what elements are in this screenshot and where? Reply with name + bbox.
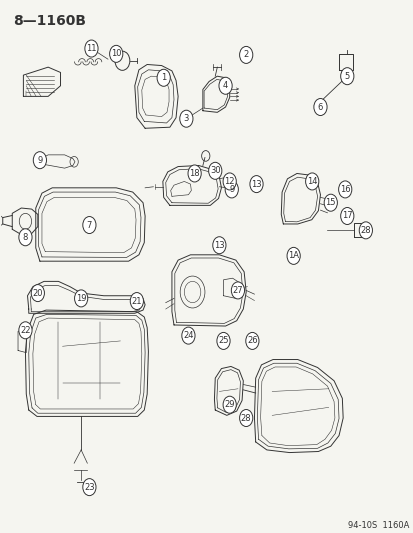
Text: 18: 18 [189, 169, 199, 178]
Text: 10: 10 [111, 50, 121, 58]
Circle shape [338, 181, 351, 198]
Circle shape [223, 396, 236, 413]
Text: 20: 20 [33, 288, 43, 297]
Text: 21: 21 [131, 296, 142, 305]
Circle shape [249, 175, 263, 192]
Text: 26: 26 [247, 336, 257, 345]
Circle shape [358, 222, 372, 239]
Circle shape [208, 163, 221, 179]
Circle shape [33, 152, 46, 168]
Circle shape [323, 194, 337, 211]
Text: 8—1160B: 8—1160B [13, 14, 86, 28]
Circle shape [231, 282, 244, 299]
Text: 28: 28 [360, 226, 370, 235]
Text: 1: 1 [161, 73, 166, 82]
Circle shape [19, 229, 32, 246]
Text: 22: 22 [20, 326, 31, 335]
Text: 9: 9 [37, 156, 43, 165]
Circle shape [286, 247, 299, 264]
Text: 30: 30 [209, 166, 220, 175]
Circle shape [109, 45, 123, 62]
Text: 94-10S  1160A: 94-10S 1160A [347, 521, 408, 530]
Circle shape [216, 333, 230, 350]
Text: 19: 19 [76, 294, 86, 303]
Circle shape [305, 173, 318, 190]
Text: 23: 23 [84, 482, 95, 491]
Text: 24: 24 [183, 331, 193, 340]
Circle shape [223, 173, 236, 190]
Text: 13: 13 [214, 241, 224, 250]
Circle shape [85, 40, 98, 57]
Text: 9: 9 [228, 185, 234, 194]
Circle shape [340, 68, 353, 85]
Text: 25: 25 [218, 336, 228, 345]
Circle shape [181, 327, 195, 344]
Text: 7: 7 [86, 221, 92, 230]
Circle shape [83, 479, 96, 496]
Text: 13: 13 [251, 180, 261, 189]
Circle shape [313, 99, 326, 116]
Text: 4: 4 [223, 81, 228, 90]
Circle shape [83, 216, 96, 233]
Circle shape [340, 207, 353, 224]
Text: 15: 15 [325, 198, 335, 207]
Circle shape [19, 322, 32, 339]
Text: 27: 27 [232, 286, 243, 295]
Text: 29: 29 [224, 400, 234, 409]
Circle shape [239, 409, 252, 426]
Text: 12: 12 [224, 177, 234, 186]
Text: 5: 5 [344, 71, 349, 80]
Circle shape [225, 181, 238, 198]
Circle shape [212, 237, 225, 254]
Text: 6: 6 [317, 102, 323, 111]
Circle shape [245, 333, 259, 350]
Circle shape [130, 293, 143, 310]
Circle shape [157, 69, 170, 86]
Circle shape [74, 290, 88, 307]
Text: 17: 17 [341, 212, 352, 221]
Circle shape [239, 46, 252, 63]
Text: 3: 3 [183, 114, 189, 123]
Text: 11: 11 [86, 44, 97, 53]
Text: 1A: 1A [287, 252, 299, 260]
Text: 28: 28 [240, 414, 251, 423]
Text: 16: 16 [339, 185, 350, 194]
Text: 2: 2 [243, 51, 248, 59]
Text: 8: 8 [23, 233, 28, 242]
Circle shape [188, 165, 201, 182]
Circle shape [218, 77, 232, 94]
Text: 14: 14 [306, 177, 317, 186]
Circle shape [179, 110, 192, 127]
Circle shape [31, 285, 44, 302]
